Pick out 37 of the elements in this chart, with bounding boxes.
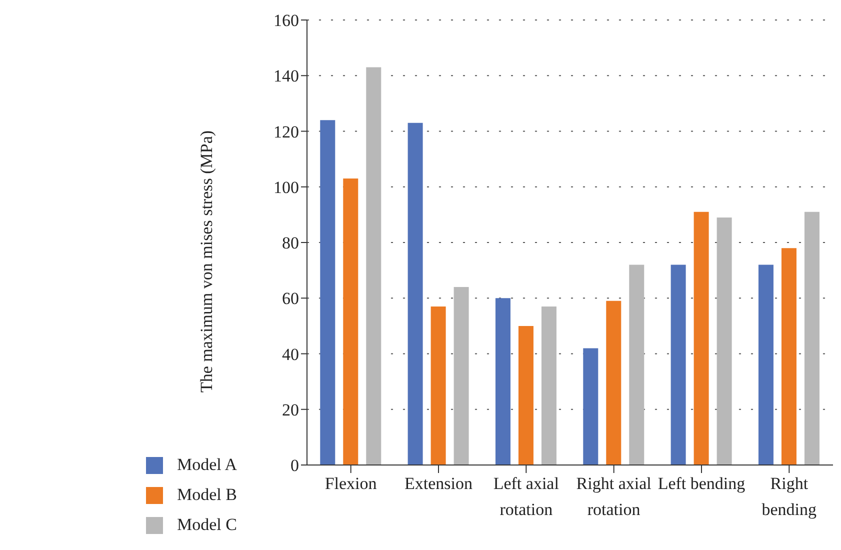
bar <box>583 348 598 465</box>
bar <box>758 264 774 465</box>
y-tick-label: 40 <box>282 344 299 364</box>
x-tick-label: Right bending <box>762 474 818 519</box>
y-tick-label: 80 <box>282 234 299 253</box>
bar <box>670 264 686 465</box>
bar <box>454 287 469 465</box>
bar <box>629 264 644 465</box>
bar <box>716 217 732 465</box>
y-tick-label: 20 <box>282 400 299 420</box>
y-axis-title: The maximum von mises stress (MPa) <box>197 130 216 392</box>
bar <box>408 122 423 465</box>
x-tick-label: Left bending <box>658 474 746 493</box>
bar <box>541 306 556 465</box>
bar <box>430 306 446 465</box>
x-tick-label: Extension <box>404 474 473 493</box>
x-tick-label: Flexion <box>324 474 378 493</box>
y-tick-label: 120 <box>273 122 299 142</box>
y-tick-label: 160 <box>273 11 299 30</box>
bar <box>694 212 709 465</box>
x-tick-label: Right axial rotation <box>576 474 652 519</box>
bar <box>366 67 382 465</box>
legend-label: Model B <box>177 485 237 505</box>
bar <box>781 248 796 465</box>
legend-label: Model A <box>177 455 237 475</box>
y-tick-label: 0 <box>290 456 299 476</box>
bar <box>804 212 820 465</box>
legend-label: Model C <box>177 515 237 535</box>
bar <box>320 120 336 465</box>
y-tick-label: 60 <box>282 289 299 308</box>
bar <box>518 326 534 465</box>
y-tick-label: 100 <box>273 178 299 197</box>
bar <box>343 178 358 465</box>
bar <box>606 300 622 465</box>
y-tick-label: 140 <box>273 66 299 86</box>
bar <box>495 298 510 465</box>
x-tick-label: Left axial rotation <box>493 474 560 519</box>
